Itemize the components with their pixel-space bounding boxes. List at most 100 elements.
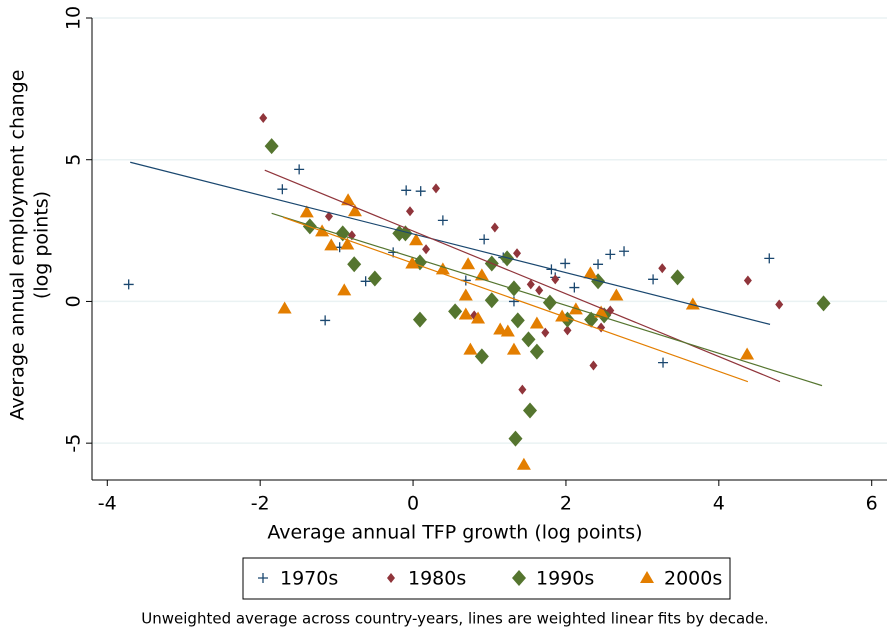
- legend-symbol: [512, 570, 526, 586]
- point: [816, 295, 831, 312]
- x-tick-label: -2: [251, 493, 270, 515]
- point: [264, 138, 279, 155]
- point: [458, 307, 473, 320]
- point: [526, 279, 535, 290]
- point: [347, 256, 362, 273]
- point: [299, 205, 314, 218]
- point: [569, 282, 580, 293]
- point: [510, 312, 525, 329]
- point: [535, 285, 544, 296]
- y-tick-label: -5: [63, 434, 85, 453]
- series: [123, 164, 775, 368]
- point: [435, 262, 450, 275]
- point: [589, 360, 598, 371]
- point: [506, 342, 521, 355]
- point: [658, 263, 667, 274]
- point: [324, 211, 333, 222]
- point: [743, 275, 752, 286]
- point: [259, 113, 268, 124]
- x-tick-label: 6: [866, 493, 878, 515]
- note: Unweighted average across country-years,…: [141, 610, 768, 628]
- x-axis-title: Average annual TFP growth (log points): [267, 522, 642, 544]
- point: [360, 276, 371, 287]
- x-tick-label: 4: [713, 493, 725, 515]
- point: [277, 301, 292, 314]
- point: [490, 222, 499, 233]
- point: [474, 348, 489, 365]
- fit-line: [271, 212, 823, 387]
- legend-label: 1990s: [536, 568, 594, 590]
- point: [685, 297, 700, 310]
- point: [458, 288, 473, 301]
- point: [409, 233, 424, 246]
- y-tick-label: 10: [63, 6, 85, 30]
- point: [523, 402, 538, 419]
- point: [448, 303, 463, 320]
- point: [506, 280, 521, 297]
- point: [609, 288, 624, 301]
- point: [508, 296, 519, 307]
- legend-symbol: [258, 573, 268, 583]
- point: [431, 183, 440, 194]
- point: [764, 253, 775, 264]
- y-tick-label: 5: [63, 154, 85, 166]
- point: [605, 249, 616, 260]
- point: [463, 342, 478, 355]
- legend-label: 1970s: [280, 568, 338, 590]
- point: [775, 299, 784, 310]
- point: [406, 206, 414, 217]
- point: [484, 292, 499, 309]
- point: [619, 246, 630, 257]
- point: [324, 238, 339, 251]
- point: [461, 257, 476, 270]
- point: [583, 266, 598, 279]
- point: [422, 244, 431, 255]
- point: [479, 234, 490, 245]
- legend-symbol: [387, 573, 395, 583]
- y-tick-label: 0: [63, 295, 85, 307]
- point: [415, 186, 426, 197]
- point: [337, 283, 352, 296]
- point: [340, 237, 355, 250]
- point: [320, 315, 331, 326]
- point: [740, 347, 755, 360]
- y-axis-title: Average annual employment change: [7, 70, 29, 421]
- point: [529, 316, 544, 329]
- point: [593, 259, 604, 270]
- point: [500, 324, 515, 337]
- series: [277, 193, 755, 470]
- point: [560, 258, 571, 269]
- point: [551, 274, 560, 285]
- point: [347, 204, 362, 217]
- legend-label: 2000s: [664, 568, 722, 590]
- point: [563, 325, 572, 336]
- point: [658, 357, 669, 368]
- point: [341, 193, 356, 206]
- point: [277, 184, 288, 195]
- point: [516, 457, 531, 470]
- fit-line: [130, 161, 771, 325]
- x-tick-label: 0: [407, 493, 419, 515]
- point: [401, 185, 412, 196]
- point: [294, 164, 305, 175]
- point: [518, 384, 527, 395]
- point: [123, 279, 134, 290]
- x-tick-label: 2: [560, 493, 572, 515]
- point: [437, 215, 448, 226]
- point: [542, 294, 557, 311]
- point: [541, 327, 550, 338]
- point: [474, 268, 489, 281]
- point: [521, 331, 536, 348]
- point: [367, 270, 382, 287]
- point: [493, 322, 508, 335]
- point: [648, 274, 659, 285]
- point: [529, 343, 544, 360]
- point: [670, 269, 685, 286]
- point: [594, 305, 609, 318]
- legend-label: 1980s: [408, 568, 466, 590]
- y-axis-title: (log points): [31, 191, 53, 299]
- x-tick-label: -4: [98, 493, 117, 515]
- point: [508, 430, 523, 447]
- fit-line: [282, 216, 749, 383]
